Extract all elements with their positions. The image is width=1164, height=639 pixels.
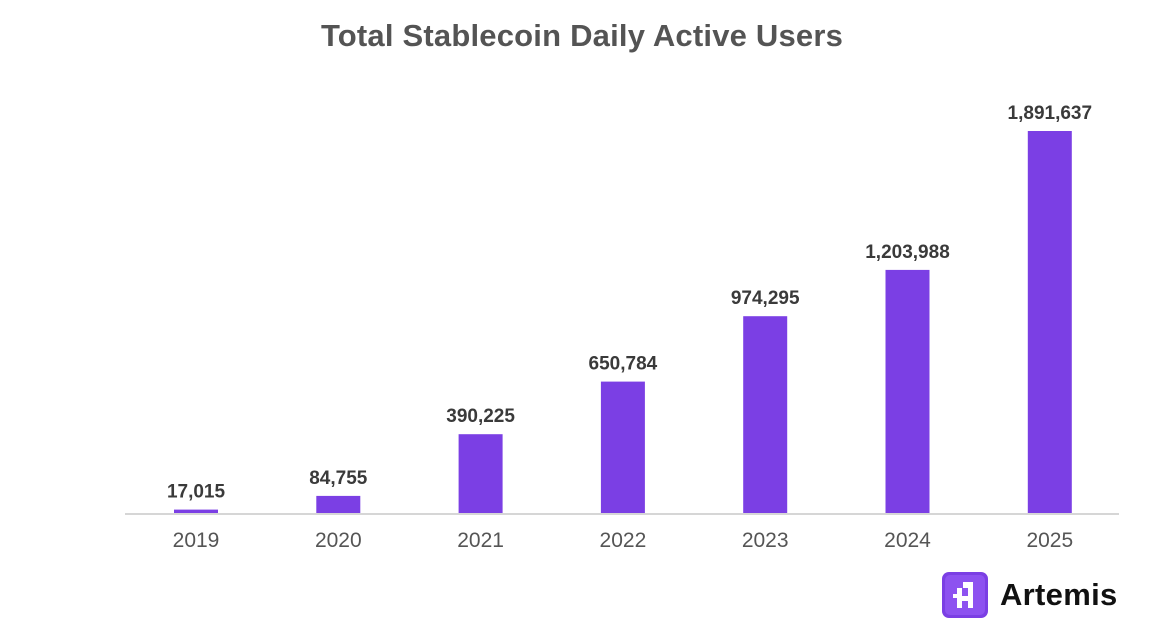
x-tick-2019: 2019 <box>173 529 220 552</box>
data-label-2025: 1,891,637 <box>1008 103 1093 124</box>
data-label-2021: 390,225 <box>446 406 515 427</box>
artemis-logo-icon <box>942 572 988 618</box>
bar-2024 <box>885 269 930 513</box>
bar-2021 <box>458 434 503 513</box>
data-label-2020: 84,755 <box>309 468 368 489</box>
data-label-2022: 650,784 <box>589 354 658 375</box>
bar-2022 <box>600 381 645 513</box>
x-tick-2025: 2025 <box>1026 529 1073 552</box>
labels-layer: 17,015 84,755 390,225 650,784 974,295 1,203,9… <box>167 103 1092 503</box>
bar-chart: 17,015 84,755 390,225 650,784 974,295 1,203,9… <box>125 103 1119 552</box>
x-tick-2023: 2023 <box>742 529 789 552</box>
bar-2025 <box>1027 131 1072 513</box>
brand-logo: Artemis <box>942 572 1118 618</box>
x-tick-2020: 2020 <box>315 529 362 552</box>
x-tick-2022: 2022 <box>600 529 647 552</box>
brand-name: Artemis <box>1000 577 1118 612</box>
bars-layer <box>174 131 1072 513</box>
x-tick-2021: 2021 <box>457 529 504 552</box>
bar-2023 <box>743 316 788 513</box>
x-tick-labels: 2019 2020 2021 2022 2023 2024 2025 <box>173 529 1074 552</box>
bar-2019 <box>174 509 218 513</box>
data-label-2024: 1,203,988 <box>865 242 950 263</box>
data-label-2023: 974,295 <box>731 288 800 309</box>
bar-2020 <box>316 495 361 513</box>
chart-title: Total Stablecoin Daily Active Users <box>320 18 844 53</box>
data-label-2019: 17,015 <box>167 482 226 503</box>
x-tick-2024: 2024 <box>884 529 931 552</box>
